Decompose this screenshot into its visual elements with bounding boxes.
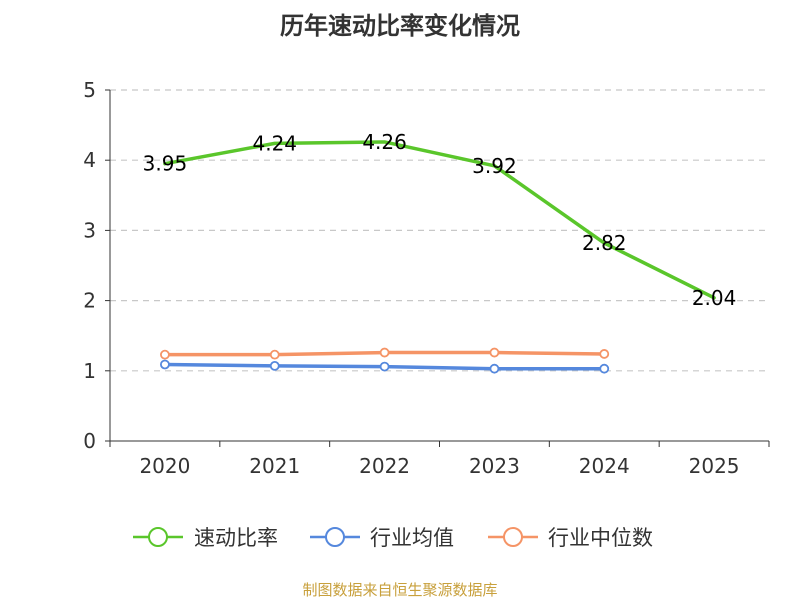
source-note: 制图数据来自恒生聚源数据库 (302, 581, 497, 599)
series-1-point-2024 (599, 363, 610, 374)
y-tick-label-5: 5 (83, 78, 96, 102)
legend-label-0: 速动比率 (194, 526, 278, 550)
y-tick-label-4: 4 (83, 148, 96, 172)
series-1-point-2020 (160, 359, 170, 370)
series-2-point-2020 (160, 349, 170, 360)
data-labels: 3.95 4.24 4.26 3.92 2.82 2.04 (143, 130, 737, 310)
series-line-0 (163, 140, 716, 300)
legend-item-0[interactable]: 速动比率 (133, 526, 278, 550)
legend-item-1[interactable]: 行业均值 (310, 526, 454, 550)
y-tick-label-1: 1 (83, 359, 96, 383)
axes: 0 1 2 3 4 5 2020 2021 2022 2023 2024 2025 (83, 78, 770, 478)
series-1-point-2021 (269, 360, 280, 371)
data-label-2021: 4.24 (252, 131, 297, 155)
legend-swatch-marker-0 (148, 527, 168, 547)
x-tick-label-2021: 2021 (249, 454, 300, 478)
series-1-point-2023 (489, 363, 500, 374)
x-tick-label-2022: 2022 (359, 454, 410, 478)
data-label-2020: 3.95 (143, 152, 188, 176)
y-tick-label-3: 3 (83, 218, 96, 242)
y-tick-label-0: 0 (83, 429, 96, 453)
x-tick-label-2023: 2023 (469, 454, 520, 478)
series-2-point-2022 (379, 347, 390, 358)
series-group (160, 140, 716, 374)
x-tick-label-2024: 2024 (579, 454, 630, 478)
series-2-point-2023 (489, 347, 500, 358)
legend-label-1: 行业均值 (370, 526, 454, 550)
data-label-2024: 2.82 (582, 231, 627, 255)
series-1-point-2022 (379, 361, 390, 372)
grid-lines (110, 89, 769, 372)
x-tick-label-2020: 2020 (139, 454, 190, 478)
legend-swatch-marker-1 (325, 527, 345, 547)
x-tick-label-2025: 2025 (689, 454, 740, 478)
data-label-2023: 3.92 (472, 154, 517, 178)
series-2-point-2021 (269, 349, 280, 360)
data-label-2025: 2.04 (692, 286, 737, 310)
y-tick-label-2: 2 (83, 289, 96, 313)
data-label-2022: 4.26 (362, 130, 407, 154)
legend-swatch-marker-2 (503, 527, 523, 547)
series-2-point-2024 (599, 349, 610, 359)
chart-title: 历年速动比率变化情况 (280, 12, 520, 40)
legend-item-2[interactable]: 行业中位数 (488, 526, 653, 550)
legend[interactable]: 速动比率 行业均值 行业中位数 (133, 526, 653, 550)
legend-label-2: 行业中位数 (548, 526, 653, 550)
